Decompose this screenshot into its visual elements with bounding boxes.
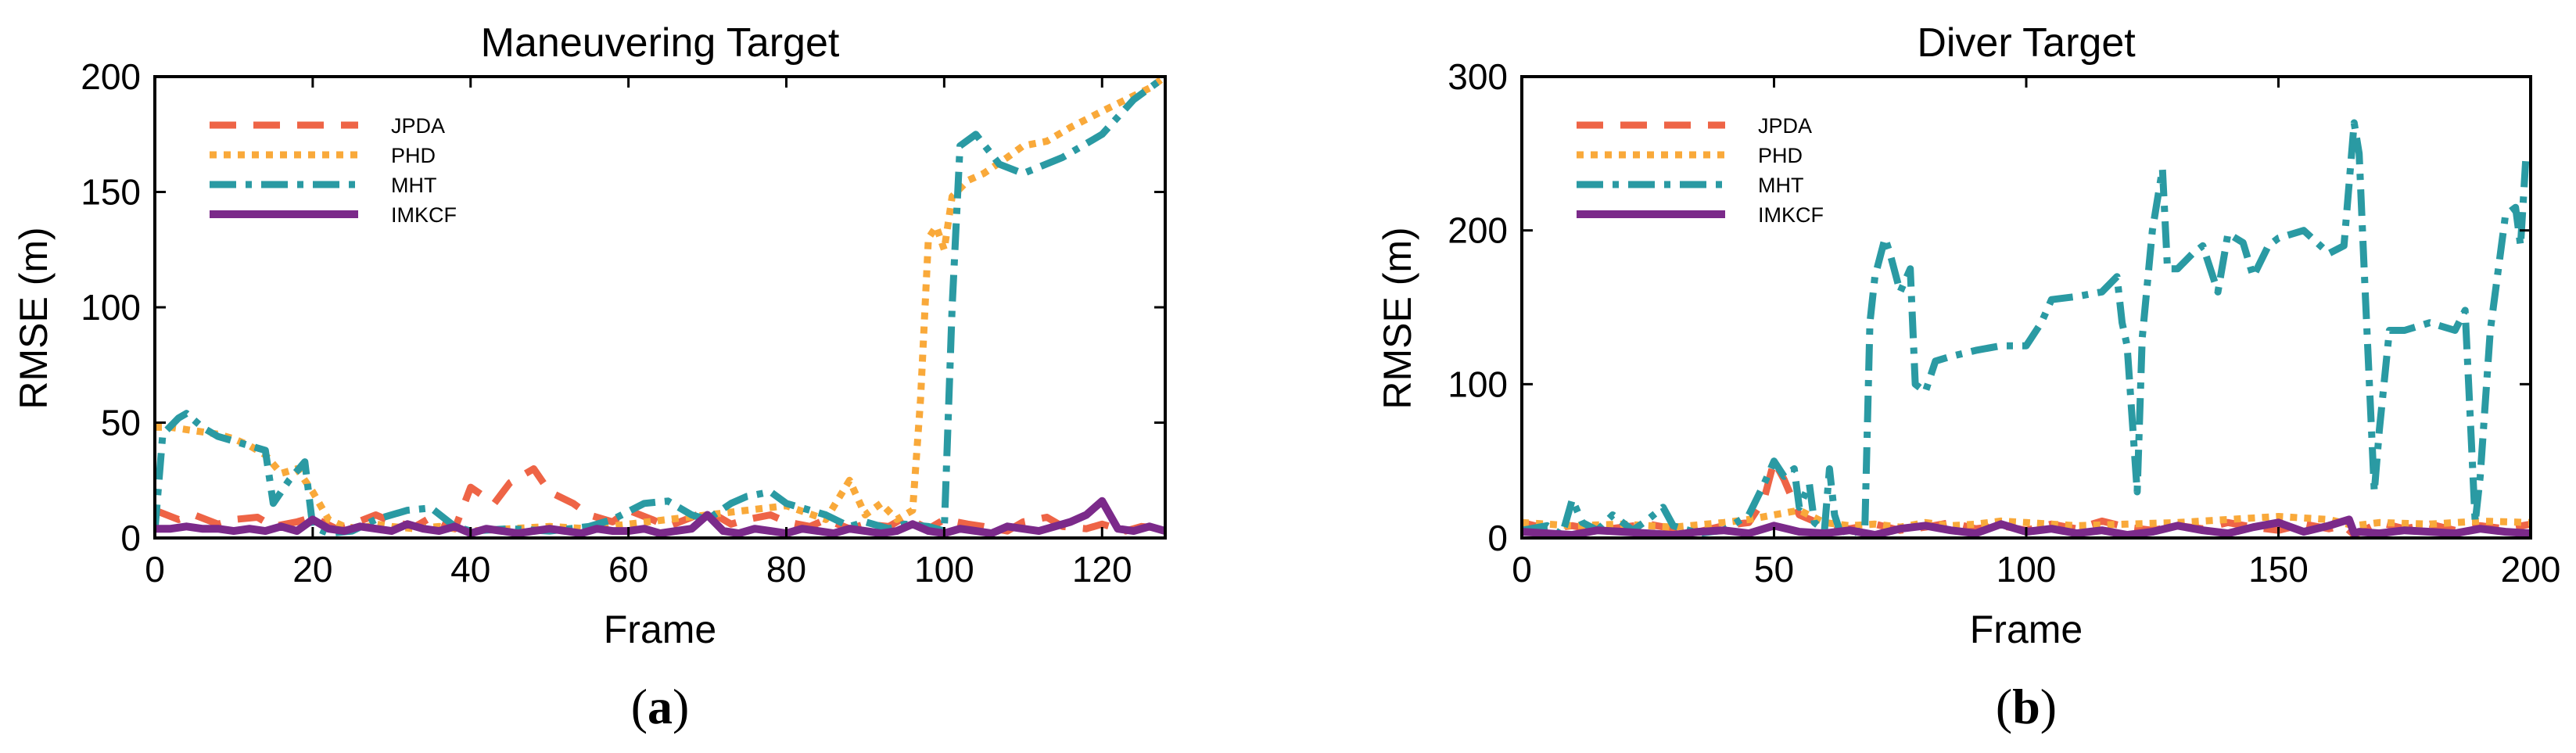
x-tick-label: 80 xyxy=(766,549,806,590)
x-tick-label: 50 xyxy=(1754,549,1794,590)
y-tick-label: 200 xyxy=(1448,210,1508,251)
legend: JPDA PHD MHT IMKCF xyxy=(210,114,457,227)
panel-label: (b) xyxy=(1996,679,2057,734)
x-tick-label: 20 xyxy=(292,549,332,590)
y-tick-label: 0 xyxy=(1487,518,1508,558)
legend-label-mht: MHT xyxy=(391,174,436,197)
x-tick-label: 100 xyxy=(914,549,974,590)
chart-title: Maneuvering Target xyxy=(481,20,840,66)
series-group xyxy=(155,77,1165,538)
x-tick-label: 0 xyxy=(145,549,165,590)
x-tick-label: 0 xyxy=(1512,549,1532,590)
chart-panel-1: Maneuvering Target 0 20 40 60 80 100 120 0 50 100 1… xyxy=(12,20,1167,734)
legend-label-jpda: JPDA xyxy=(391,114,445,138)
panel-label: (a) xyxy=(631,679,690,734)
x-tick-label: 150 xyxy=(2248,549,2309,590)
x-axis-label: Frame xyxy=(1970,608,2083,651)
x-axis-label: Frame xyxy=(604,608,716,651)
series-line-imkcf xyxy=(1522,515,2531,538)
series-line-mht xyxy=(155,77,1165,537)
series-group xyxy=(1522,119,2531,538)
series-line-imkcf xyxy=(155,497,1165,538)
chart-title: Diver Target xyxy=(1917,20,2136,66)
y-tick-label: 200 xyxy=(81,56,141,97)
series-line-mht xyxy=(1522,119,2530,538)
x-tick-label: 120 xyxy=(1072,549,1132,590)
y-tick-label: 0 xyxy=(120,518,141,558)
legend-label-imkcf: IMKCF xyxy=(1758,203,1824,227)
y-tick-label: 100 xyxy=(1448,364,1508,404)
y-tick-label: 300 xyxy=(1448,56,1508,97)
y-axis-label: RMSE (m) xyxy=(12,227,56,409)
x-tick-label: 60 xyxy=(608,549,648,590)
y-tick-label: 100 xyxy=(81,287,141,328)
legend-label-jpda: JPDA xyxy=(1758,114,1812,138)
y-tick-label: 50 xyxy=(101,403,141,443)
legend-label-imkcf: IMKCF xyxy=(391,203,457,227)
chart-panel-2: Diver Target 0 50 100 150 200 0 100 200 300 Frame R… xyxy=(1376,20,2560,734)
legend: JPDA PHD MHT IMKCF xyxy=(1577,114,1824,227)
legend-label-phd: PHD xyxy=(391,144,436,167)
x-tick-label: 100 xyxy=(1997,549,2057,590)
x-tick-label: 40 xyxy=(450,549,490,590)
x-tick-label: 200 xyxy=(2501,549,2561,590)
legend-label-mht: MHT xyxy=(1758,174,1803,197)
legend-label-phd: PHD xyxy=(1758,144,1803,167)
y-axis-label: RMSE (m) xyxy=(1376,227,1419,409)
series-line-phd xyxy=(155,77,1165,535)
y-tick-label: 150 xyxy=(81,172,141,213)
